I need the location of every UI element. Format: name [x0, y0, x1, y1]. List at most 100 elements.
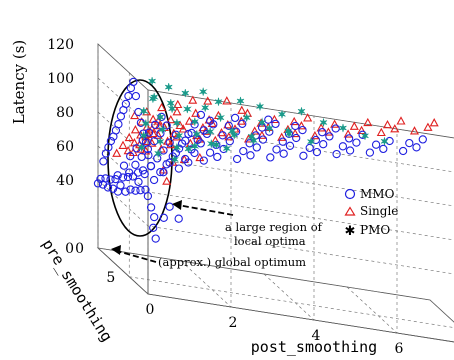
- local-optima-arrow: [177, 204, 234, 216]
- point-mmo: [171, 148, 181, 158]
- point-mmo: [149, 223, 158, 232]
- grid-line-x: [263, 116, 315, 321]
- local-optima-ellipse: [107, 79, 173, 237]
- point-single: [130, 125, 140, 134]
- point-pmo: [307, 137, 315, 146]
- point-pmo: [257, 117, 267, 127]
- point-mmo: [119, 161, 129, 170]
- z-tick-label: 120: [47, 37, 74, 53]
- point-single: [203, 96, 213, 105]
- point-pmo: [256, 102, 264, 111]
- point-pmo: [236, 96, 245, 106]
- point-mmo: [146, 162, 156, 171]
- grid-line-z: [97, 111, 454, 207]
- point-single: [277, 132, 287, 141]
- legend: MMO Single ✱ PMO: [344, 187, 398, 239]
- point-single: [289, 116, 299, 126]
- point-mmo: [129, 77, 138, 87]
- point-mmo: [177, 139, 187, 148]
- point-single: [163, 136, 173, 145]
- point-mmo: [398, 146, 408, 156]
- point-mmo: [125, 168, 134, 177]
- point-mmo: [225, 137, 234, 146]
- local-optima-annotation-line2: local optima: [234, 234, 306, 248]
- point-mmo: [230, 113, 240, 123]
- point-mmo: [106, 175, 115, 184]
- point-single: [423, 122, 433, 131]
- point-mmo: [153, 154, 162, 163]
- point-single: [343, 129, 353, 138]
- point-single: [429, 118, 439, 127]
- y-tick-label: 5: [106, 270, 115, 286]
- point-single: [237, 105, 247, 114]
- point-pmo: [164, 83, 173, 92]
- grid-line-x: [346, 129, 398, 334]
- point-pmo: [139, 131, 148, 140]
- point-mmo: [209, 120, 218, 129]
- point-single: [363, 117, 373, 127]
- point-mmo: [144, 128, 154, 137]
- point-mmo: [113, 171, 122, 180]
- point-pmo: [154, 149, 162, 158]
- point-mmo: [159, 168, 168, 177]
- point-mmo: [246, 151, 255, 160]
- point-mmo: [150, 212, 159, 222]
- global-optimum-annotation: (approx.) global optimum: [158, 255, 306, 269]
- point-single: [356, 125, 367, 135]
- point-mmo: [205, 148, 215, 157]
- point-mmo: [266, 153, 275, 162]
- point-mmo: [285, 141, 295, 150]
- point-single: [162, 176, 172, 185]
- point-mmo: [312, 147, 322, 157]
- point-single: [250, 126, 260, 135]
- point-pmo: [172, 118, 182, 128]
- point-pmo: [148, 94, 158, 103]
- point-pmo: [297, 107, 306, 116]
- point-single: [142, 136, 152, 145]
- point-mmo: [278, 137, 287, 146]
- point-mmo: [151, 120, 160, 129]
- point-single: [153, 130, 163, 139]
- point-pmo: [190, 142, 200, 151]
- point-mmo: [150, 137, 159, 146]
- point-pmo: [265, 124, 274, 133]
- point-mmo: [239, 146, 248, 156]
- point-single: [330, 119, 340, 128]
- point-pmo: [158, 125, 167, 134]
- point-mmo: [114, 120, 123, 129]
- legend-label-pmo: PMO: [360, 223, 390, 237]
- point-mmo: [157, 112, 166, 122]
- x-tick-label: 6: [395, 341, 404, 357]
- point-mmo: [232, 154, 242, 164]
- global-optimum-arrowhead: [111, 245, 121, 255]
- point-single: [175, 120, 185, 130]
- point-single: [118, 140, 128, 149]
- point-single: [296, 121, 306, 130]
- point-pmo: [148, 77, 156, 86]
- point-mmo: [131, 186, 140, 195]
- point-mmo: [126, 185, 135, 194]
- point-pmo: [227, 126, 237, 135]
- point-mmo: [213, 152, 222, 162]
- point-mmo: [279, 149, 288, 158]
- point-pmo: [156, 137, 165, 146]
- point-pmo: [242, 113, 251, 122]
- point-pmo: [171, 155, 179, 164]
- point-single: [382, 119, 393, 129]
- point-mmo: [292, 133, 301, 143]
- point-mmo: [199, 156, 208, 165]
- point-pmo: [192, 130, 202, 139]
- point-mmo: [271, 119, 280, 129]
- point-mmo: [123, 172, 133, 182]
- point-pmo: [198, 87, 208, 96]
- point-single: [173, 99, 183, 109]
- point-mmo: [165, 202, 174, 211]
- point-mmo: [131, 160, 140, 169]
- point-mmo: [126, 152, 135, 161]
- point-mmo: [412, 143, 421, 152]
- point-single: [396, 116, 406, 125]
- point-pmo: [182, 105, 192, 114]
- tick-labels: 04060801001200246805: [47, 37, 404, 357]
- point-mmo: [159, 146, 168, 155]
- point-mmo: [116, 181, 125, 190]
